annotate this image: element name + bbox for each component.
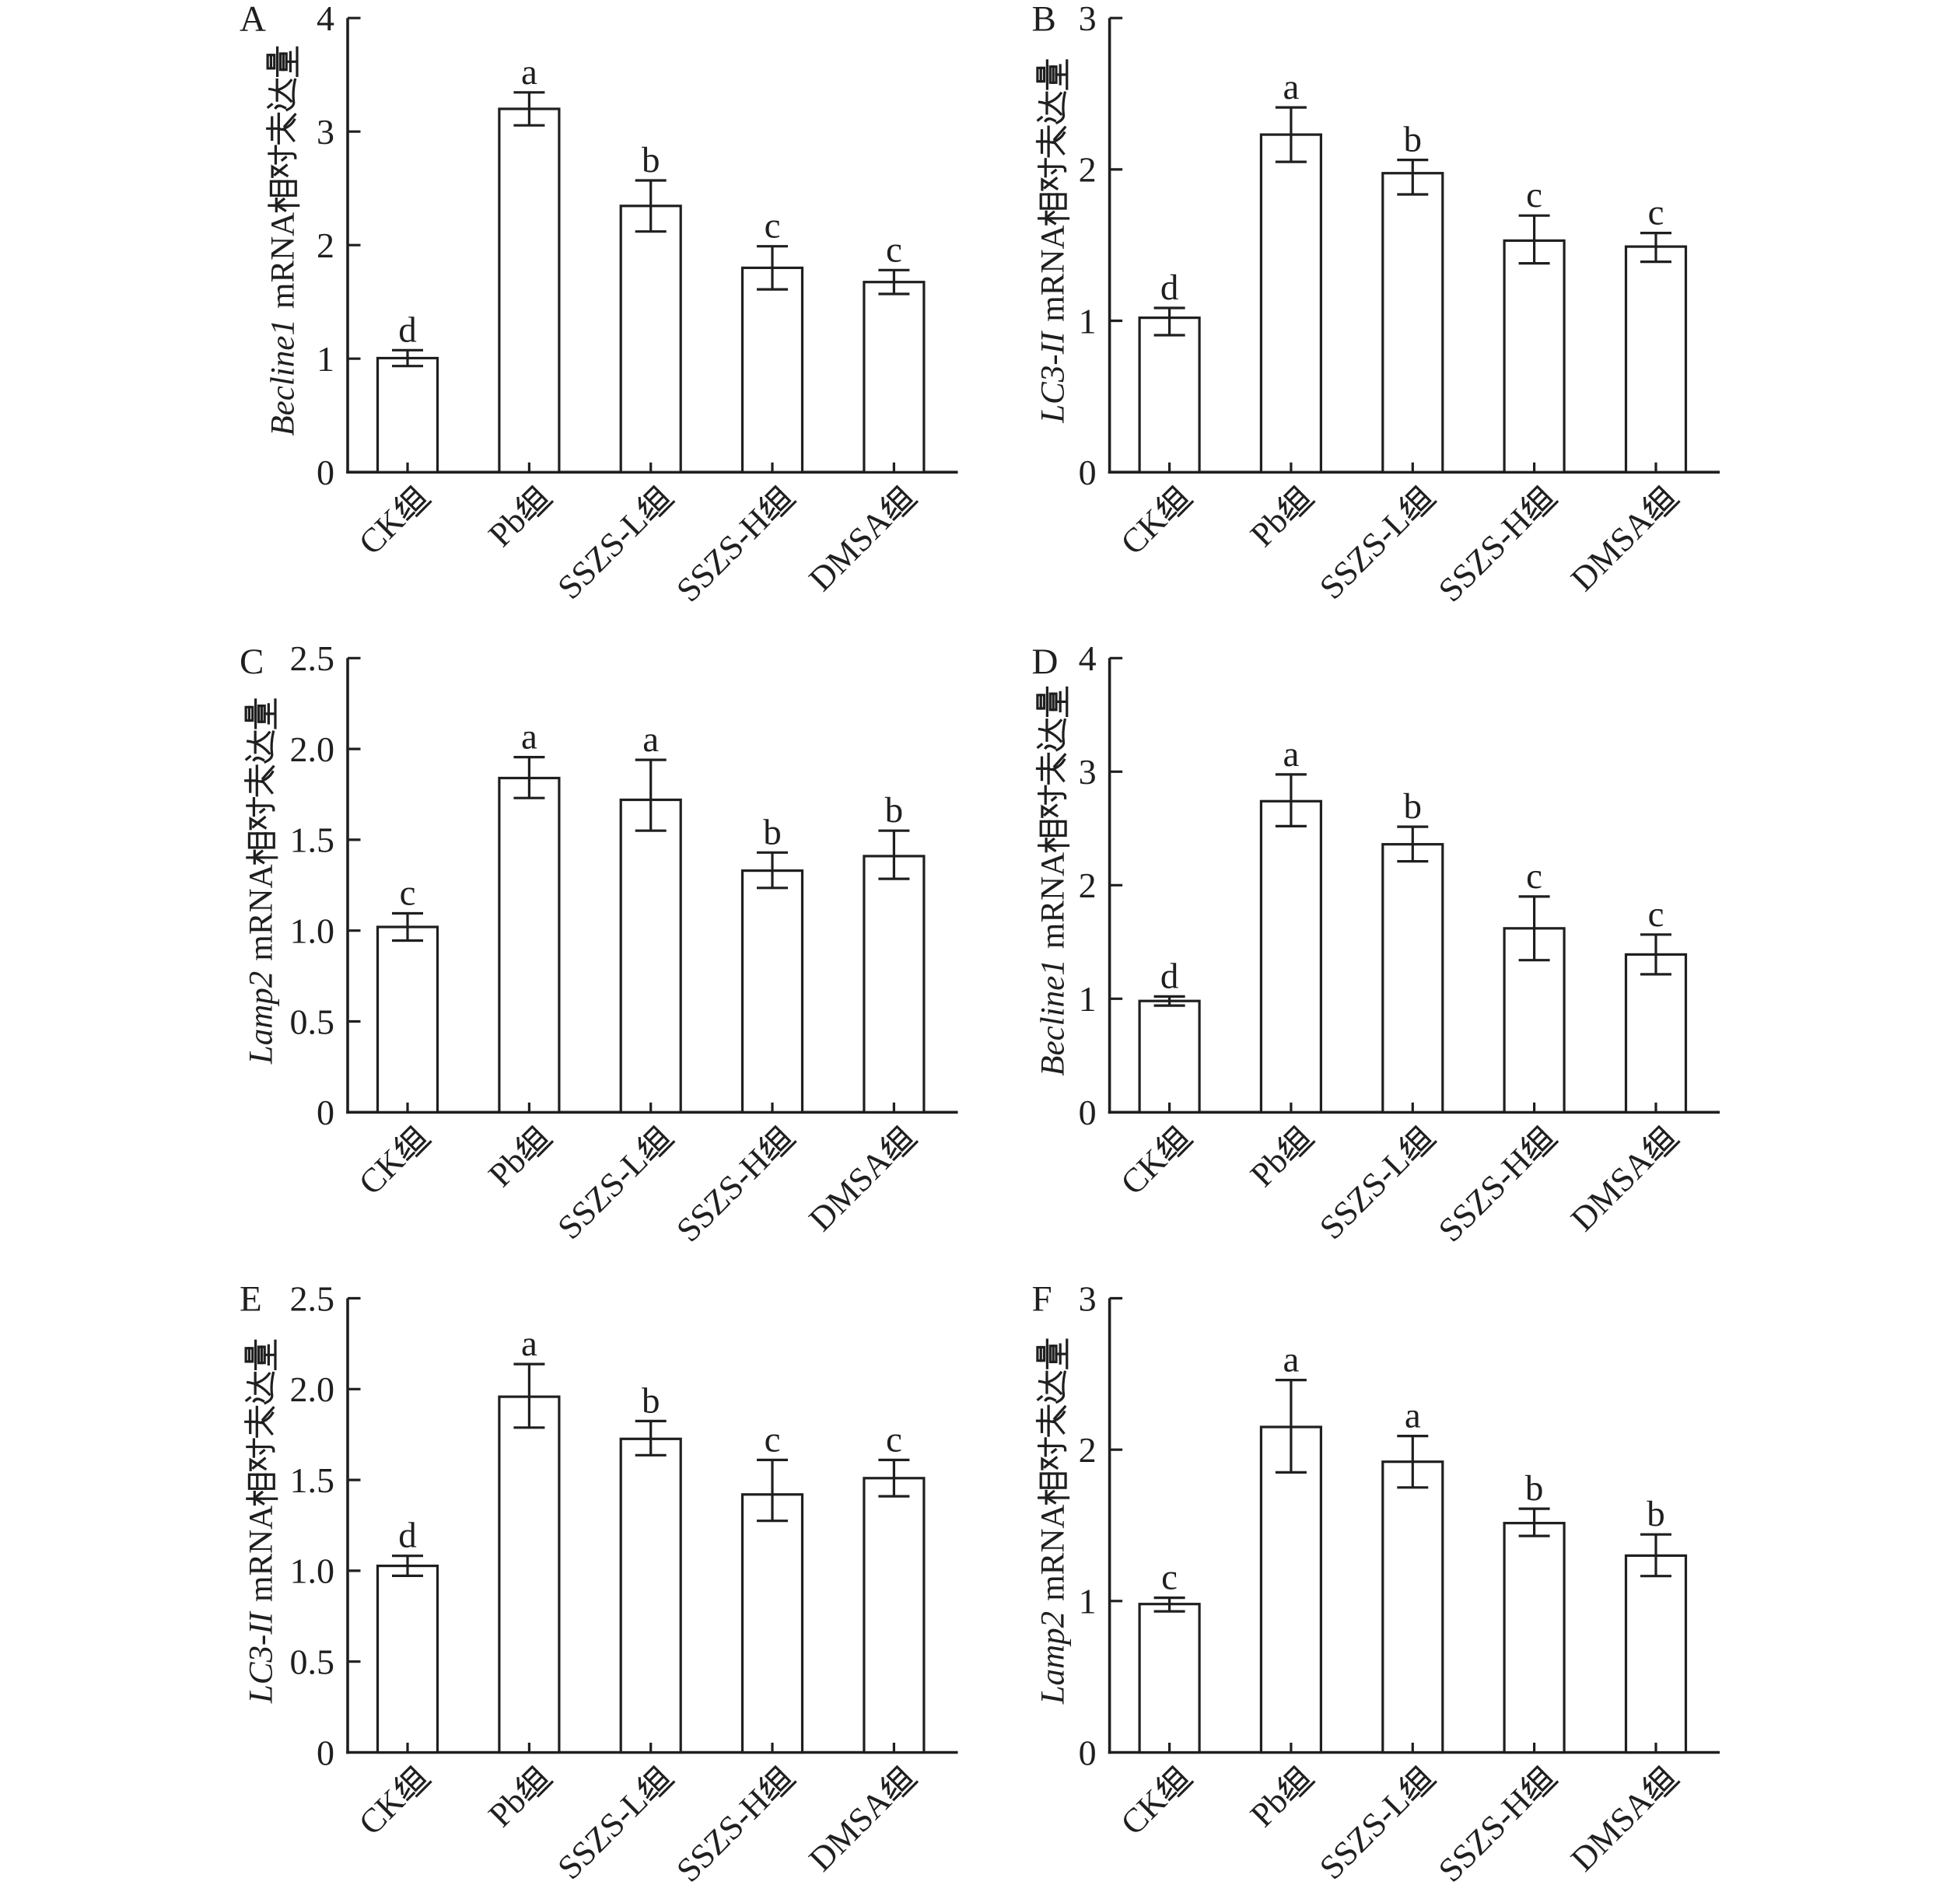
svg-text:D: D (1032, 642, 1059, 682)
svg-text:2: 2 (317, 226, 334, 265)
svg-text:d: d (398, 310, 417, 350)
svg-text:4: 4 (317, 0, 334, 38)
svg-text:E: E (240, 1279, 262, 1320)
svg-text:1.0: 1.0 (290, 1551, 335, 1591)
svg-text:4: 4 (1079, 638, 1097, 678)
svg-text:d: d (398, 1516, 417, 1556)
svg-text:c: c (400, 873, 416, 914)
svg-text:1: 1 (1079, 979, 1097, 1019)
svg-text:2: 2 (1079, 866, 1097, 905)
svg-text:c: c (886, 229, 902, 270)
svg-text:2: 2 (1079, 150, 1097, 190)
svg-text:3: 3 (1079, 1278, 1097, 1318)
svg-text:1: 1 (1079, 1582, 1097, 1621)
svg-text:3: 3 (1079, 0, 1097, 38)
svg-text:0: 0 (317, 453, 334, 492)
svg-text:Becline1: Becline1 (265, 319, 302, 435)
svg-text:2.5: 2.5 (290, 1278, 335, 1318)
svg-text:a: a (521, 52, 537, 93)
svg-text:2.0: 2.0 (290, 729, 335, 769)
svg-text:c: c (1648, 193, 1664, 233)
svg-text:b: b (1525, 1468, 1544, 1509)
svg-text:a: a (521, 1324, 537, 1364)
svg-text:0.5: 0.5 (290, 1642, 335, 1682)
svg-text:mRNA: mRNA (243, 864, 280, 960)
svg-text:Lamp2: Lamp2 (243, 971, 280, 1065)
svg-text:LC3-II: LC3-II (243, 1610, 280, 1704)
svg-text:c: c (886, 1419, 902, 1460)
svg-text:c: c (1526, 856, 1542, 897)
svg-text:c: c (765, 206, 781, 247)
svg-text:3: 3 (1079, 752, 1097, 792)
svg-text:A: A (240, 0, 266, 40)
svg-text:0.5: 0.5 (290, 1002, 335, 1041)
svg-text:1.5: 1.5 (290, 1460, 335, 1500)
svg-text:mRNA: mRNA (1035, 1505, 1072, 1601)
svg-text:LC3-II: LC3-II (1035, 330, 1072, 424)
svg-text:d: d (1160, 268, 1179, 308)
svg-text:c: c (765, 1419, 781, 1460)
svg-text:2.5: 2.5 (290, 638, 335, 678)
svg-text:a: a (1405, 1396, 1421, 1436)
svg-text:1: 1 (317, 339, 334, 379)
svg-text:b: b (1647, 1494, 1665, 1534)
svg-text:0: 0 (317, 1093, 334, 1132)
svg-text:b: b (642, 1380, 660, 1421)
svg-text:c: c (1161, 1558, 1178, 1598)
svg-text:0: 0 (1079, 1093, 1097, 1132)
svg-text:c: c (1526, 175, 1542, 215)
svg-text:0: 0 (1079, 453, 1097, 492)
svg-text:B: B (1032, 0, 1056, 40)
svg-text:b: b (1404, 786, 1423, 827)
svg-text:2.0: 2.0 (290, 1369, 335, 1409)
svg-text:mRNA: mRNA (1035, 852, 1072, 949)
svg-text:d: d (1160, 956, 1179, 996)
svg-text:a: a (1283, 734, 1299, 775)
svg-text:a: a (1283, 67, 1299, 107)
svg-text:F: F (1032, 1279, 1052, 1320)
svg-text:mRNA: mRNA (1035, 225, 1072, 321)
svg-text:c: c (1648, 894, 1664, 935)
svg-text:1.5: 1.5 (290, 820, 335, 860)
svg-text:b: b (885, 790, 904, 831)
svg-text:a: a (521, 717, 537, 757)
svg-text:C: C (240, 642, 264, 682)
svg-text:2: 2 (1079, 1430, 1097, 1470)
svg-text:b: b (763, 812, 782, 852)
svg-text:1.0: 1.0 (290, 911, 335, 951)
svg-text:b: b (642, 140, 660, 180)
svg-text:0: 0 (1079, 1733, 1097, 1772)
svg-text:mRNA: mRNA (265, 212, 302, 309)
svg-text:Becline1: Becline1 (1035, 959, 1072, 1075)
svg-text:Lamp2: Lamp2 (1035, 1611, 1072, 1705)
svg-text:3: 3 (317, 112, 334, 152)
svg-text:0: 0 (317, 1733, 334, 1772)
svg-text:mRNA: mRNA (243, 1506, 280, 1602)
svg-text:b: b (1404, 120, 1423, 160)
svg-text:1: 1 (1079, 301, 1097, 341)
svg-text:a: a (642, 719, 659, 760)
svg-text:a: a (1283, 1340, 1299, 1380)
